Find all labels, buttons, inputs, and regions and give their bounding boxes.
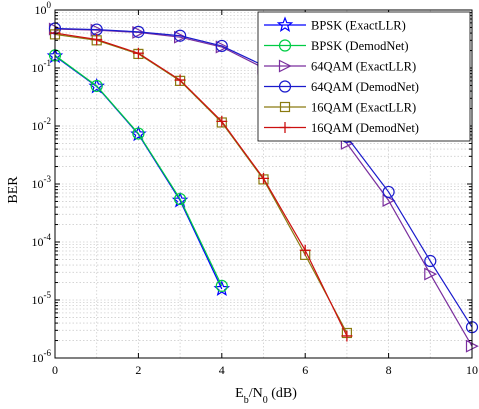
data-point-plus <box>279 122 291 133</box>
x-tick-label: 6 <box>302 363 308 377</box>
data-point-circle <box>424 254 437 268</box>
data-point-circle <box>382 185 395 199</box>
series-line <box>54 54 223 287</box>
y-tick-label: 10-6 <box>32 348 52 365</box>
data-point-circle <box>174 192 187 206</box>
data-point-circle <box>90 79 103 93</box>
legend-label: 16QAM (DemodNet) <box>311 121 419 135</box>
legend-item: 16QAM (ExactLLR) <box>264 101 416 115</box>
y-tick-label: 10-5 <box>32 290 52 307</box>
data-point-circle <box>132 25 145 38</box>
y-tick-label: 10-3 <box>32 174 52 191</box>
data-point-circle <box>215 279 228 293</box>
y-tick-label: 100 <box>35 0 52 17</box>
legend-item: BPSK (DemodNet) <box>264 39 409 53</box>
legend-label: 64QAM (DemodNet) <box>311 80 419 94</box>
data-point-circle <box>278 80 292 93</box>
data-point-plus <box>258 172 269 184</box>
legend-label: BPSK (ExactLLR) <box>311 19 406 33</box>
data-point-square <box>279 101 291 113</box>
legend-label: 16QAM (ExactLLR) <box>311 101 416 115</box>
data-point-circle <box>278 39 292 52</box>
y-tick-label: 10-2 <box>32 116 52 133</box>
data-point-plus <box>216 115 228 127</box>
x-tick-label: 10 <box>466 363 478 377</box>
series-1 <box>48 49 228 293</box>
legend-item: 16QAM (DemodNet) <box>264 121 419 135</box>
data-point-circle <box>174 29 187 42</box>
series-line <box>54 33 348 334</box>
legend-item: BPSK (ExactLLR) <box>264 16 406 33</box>
data-point-circle <box>132 127 145 140</box>
data-point-triangle-right <box>424 267 438 281</box>
data-point-star <box>276 16 294 33</box>
data-point-plus <box>341 330 353 342</box>
data-point-plus <box>132 47 144 59</box>
y-tick-labels: 100 10-1 10-2 10-3 10-4 10-5 10-6 <box>32 0 52 365</box>
y-tick-label: 10-4 <box>32 232 52 249</box>
x-tick-label: 4 <box>219 363 225 377</box>
legend-label: BPSK (DemodNet) <box>311 39 409 53</box>
y-tick-label: 10-1 <box>32 58 52 75</box>
data-point-triangle-right <box>278 59 292 73</box>
legend-item: 64QAM (DemodNet) <box>264 80 419 94</box>
y-axis-title: BER <box>6 176 21 204</box>
x-tick-label: 0 <box>52 363 58 377</box>
legend-box <box>257 11 471 142</box>
data-point-plus <box>174 74 186 86</box>
data-point-plus <box>299 244 311 256</box>
axis-ticks <box>54 9 473 359</box>
x-axis-title: Eb/N0 (dB) <box>235 386 297 406</box>
legend-label: 64QAM (ExactLLR) <box>311 60 416 74</box>
data-point-circle <box>215 39 228 53</box>
series-line <box>54 32 348 337</box>
legend: BPSK (ExactLLR) BPSK (DemodNet) 64QAM (Exa… <box>257 11 471 142</box>
x-tick-label: 2 <box>135 363 141 377</box>
series-5 <box>49 27 353 342</box>
legend-item: 64QAM (ExactLLR) <box>264 60 416 74</box>
data-point-plus <box>91 34 103 46</box>
x-tick-labels: 0 2 4 6 8 10 <box>52 363 478 377</box>
x-tick-label: 8 <box>386 363 392 377</box>
